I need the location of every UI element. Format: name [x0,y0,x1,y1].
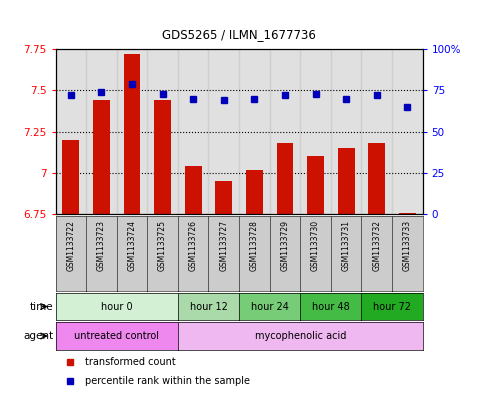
Text: hour 12: hour 12 [189,301,227,312]
Bar [93,100,110,214]
Bar [185,166,201,214]
Text: GSM1133724: GSM1133724 [128,220,137,271]
Bar [399,213,416,214]
Text: GSM1133725: GSM1133725 [158,220,167,271]
Text: hour 72: hour 72 [373,301,411,312]
Text: GSM1133733: GSM1133733 [403,220,412,271]
Text: GSM1133727: GSM1133727 [219,220,228,271]
Text: agent: agent [23,331,53,341]
Bar [270,49,300,214]
Bar [147,49,178,214]
Bar [307,156,324,214]
Bar [215,181,232,214]
Text: GSM1133732: GSM1133732 [372,220,381,271]
Bar [338,148,355,214]
Text: GSM1133722: GSM1133722 [66,220,75,271]
Text: mycophenolic acid: mycophenolic acid [255,331,346,341]
Bar [56,49,86,214]
Text: time: time [29,301,53,312]
Bar [361,49,392,214]
Bar [331,49,361,214]
Text: transformed count: transformed count [85,357,176,367]
Bar [178,49,209,214]
Text: GSM1133731: GSM1133731 [341,220,351,271]
Bar [369,143,385,214]
Bar [277,143,293,214]
Bar [62,140,79,214]
Bar [209,49,239,214]
Bar [392,49,423,214]
Text: GSM1133729: GSM1133729 [281,220,289,271]
Text: hour 0: hour 0 [101,301,132,312]
Text: GSM1133726: GSM1133726 [189,220,198,271]
Text: hour 48: hour 48 [312,301,350,312]
Bar [124,54,141,214]
Bar [300,49,331,214]
Text: GDS5265 / ILMN_1677736: GDS5265 / ILMN_1677736 [162,28,316,41]
Bar [86,49,117,214]
Bar [117,49,147,214]
Text: GSM1133723: GSM1133723 [97,220,106,271]
Text: GSM1133730: GSM1133730 [311,220,320,271]
Bar [246,170,263,214]
Text: GSM1133728: GSM1133728 [250,220,259,271]
Text: percentile rank within the sample: percentile rank within the sample [85,376,250,386]
Bar [154,100,171,214]
Text: untreated control: untreated control [74,331,159,341]
Bar [239,49,270,214]
Text: hour 24: hour 24 [251,301,289,312]
